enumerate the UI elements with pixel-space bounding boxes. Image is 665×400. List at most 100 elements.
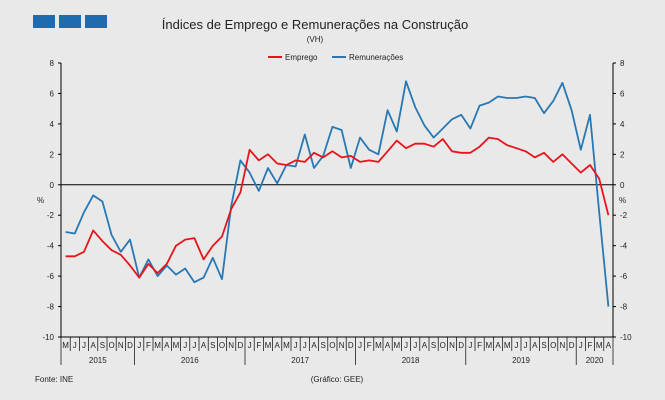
month-label: J: [358, 341, 362, 350]
y-tick-label-right: 0: [620, 181, 625, 190]
y-tick-label-left: -2: [47, 211, 55, 220]
month-label: O: [219, 341, 225, 350]
month-label: M: [173, 341, 180, 350]
year-label: 2015: [89, 356, 107, 365]
year-label: 2016: [181, 356, 199, 365]
month-label: J: [192, 341, 196, 350]
month-label: N: [228, 341, 234, 350]
month-label: S: [321, 341, 326, 350]
month-label: A: [495, 341, 501, 350]
y-tick-label-right: -8: [620, 303, 628, 312]
month-label: J: [248, 341, 252, 350]
chart-subtitle: (VH): [307, 35, 324, 44]
y-unit-left: %: [37, 196, 44, 205]
month-label: A: [385, 341, 391, 350]
month-label: J: [303, 341, 307, 350]
plot-area: -10 -10-8 -8-6 -6-4 -4-2 -20 02 24 46 68 8% %M J J A S O…: [37, 59, 632, 365]
month-label: N: [339, 341, 345, 350]
y-tick-label-left: -8: [47, 303, 55, 312]
legend-label-remuneracoes: Remunerações: [349, 53, 403, 62]
month-label: M: [596, 341, 603, 350]
month-label: D: [458, 341, 464, 350]
y-tick-label-left: -6: [47, 272, 55, 281]
series-line-emprego: [65, 136, 610, 279]
series-line-remuneracoes: [65, 80, 610, 307]
month-label: J: [404, 341, 408, 350]
month-label: F: [256, 341, 261, 350]
legend-label-emprego: Emprego: [285, 53, 318, 62]
month-label: S: [431, 341, 436, 350]
month-label: A: [311, 341, 317, 350]
month-label: O: [550, 341, 556, 350]
logo-block-2: [59, 15, 81, 28]
month-label: A: [164, 341, 170, 350]
y-tick-label-right: 4: [620, 120, 625, 129]
month-label: J: [183, 341, 187, 350]
y-tick-label-right: -10: [620, 333, 632, 342]
month-label: M: [62, 341, 69, 350]
month-label: O: [440, 341, 446, 350]
month-label: M: [265, 341, 272, 350]
credit-note: (Gráfico: GEE): [311, 375, 364, 384]
y-tick-label-right: 8: [620, 59, 625, 68]
year-label: 2020: [586, 356, 604, 365]
month-label: S: [100, 341, 105, 350]
month-label: J: [468, 341, 472, 350]
month-label: D: [569, 341, 575, 350]
legend: Emprego Remunerações: [268, 53, 403, 62]
year-label: 2017: [291, 356, 309, 365]
chart-title: Índices de Emprego e Remunerações na Con…: [162, 17, 468, 32]
month-label: J: [514, 341, 518, 350]
y-tick-label-left: 8: [50, 59, 55, 68]
y-tick-label-left: -10: [42, 333, 54, 342]
month-label: S: [541, 341, 546, 350]
month-label: A: [275, 341, 281, 350]
month-label: J: [82, 341, 86, 350]
year-label: 2019: [512, 356, 530, 365]
y-unit-right: %: [619, 196, 626, 205]
month-label: J: [413, 341, 417, 350]
month-label: F: [367, 341, 372, 350]
month-label: M: [283, 341, 290, 350]
y-tick-label-left: 4: [50, 120, 55, 129]
month-label: A: [422, 341, 428, 350]
month-label: D: [238, 341, 244, 350]
y-tick-label-right: -2: [620, 211, 628, 220]
y-tick-label-right: 2: [620, 150, 625, 159]
month-label: A: [201, 341, 207, 350]
month-label: D: [127, 341, 133, 350]
month-label: J: [294, 341, 298, 350]
month-label: F: [477, 341, 482, 350]
month-label: M: [504, 341, 511, 350]
month-label: N: [118, 341, 124, 350]
y-tick-label-left: -4: [47, 242, 55, 251]
y-tick-label-right: -6: [620, 272, 628, 281]
month-label: N: [449, 341, 455, 350]
logo-block-1: [33, 15, 55, 28]
month-label: F: [588, 341, 593, 350]
y-tick-label-left: 6: [50, 89, 55, 98]
month-label: J: [579, 341, 583, 350]
month-label: M: [154, 341, 161, 350]
month-label: F: [146, 341, 151, 350]
month-label: J: [524, 341, 528, 350]
month-label: D: [348, 341, 354, 350]
y-tick-label-left: 0: [50, 181, 55, 190]
month-label: O: [329, 341, 335, 350]
month-label: O: [108, 341, 114, 350]
y-tick-label-right: 6: [620, 89, 625, 98]
y-tick-label-right: -4: [620, 242, 628, 251]
month-label: J: [137, 341, 141, 350]
month-label: M: [393, 341, 400, 350]
month-label: A: [606, 341, 612, 350]
month-label: S: [210, 341, 215, 350]
month-label: M: [375, 341, 382, 350]
source-note: Fonte: INE: [35, 375, 73, 384]
month-label: A: [91, 341, 97, 350]
month-label: A: [532, 341, 538, 350]
year-label: 2018: [402, 356, 420, 365]
logo-block-3: [85, 15, 107, 28]
y-tick-label-left: 2: [50, 150, 55, 159]
month-label: M: [485, 341, 492, 350]
